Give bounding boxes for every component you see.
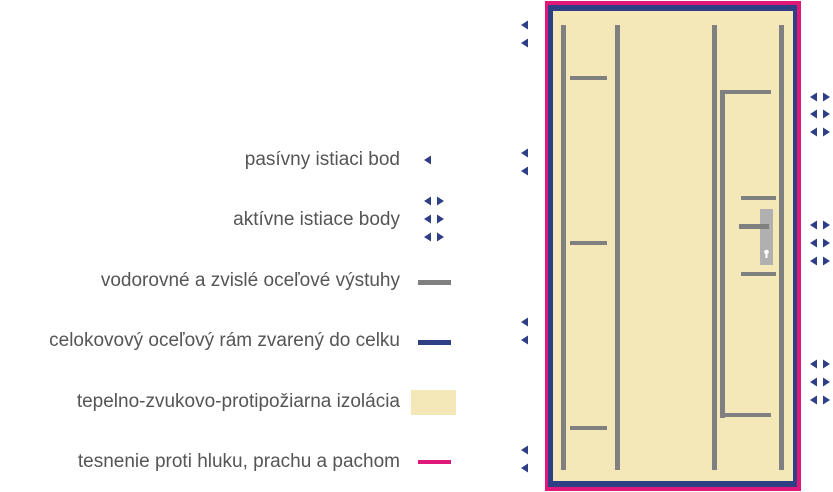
passive-points xyxy=(521,20,528,473)
legend-seal-label: tesnenie proti hluku, prachu a pachom xyxy=(77,451,400,472)
legend-reinforcement-swatch xyxy=(418,280,451,285)
legend-passive-point-label: pasívny istiaci bod xyxy=(244,149,400,170)
door-handle xyxy=(739,209,773,265)
legend-insulation-swatch xyxy=(411,390,456,415)
legend-insulation-label: tepelno-zvukovo-protipožiarna izolácia xyxy=(76,391,400,412)
legend-frame-label: celokovový oceľový rám zvarený do celku xyxy=(49,330,400,351)
door-insulation xyxy=(553,11,793,481)
active-points xyxy=(810,92,830,405)
legend-active-points-label: aktívne istiace body xyxy=(233,209,400,230)
legend-frame-swatch xyxy=(418,340,451,345)
door-reinforcements xyxy=(561,25,784,470)
legend-active-icon xyxy=(424,196,444,242)
legend-seal-swatch xyxy=(418,460,451,464)
legend-passive-icon xyxy=(424,155,431,165)
legend-reinforcements-label: vodorovné a zvislé oceľové výstuhy xyxy=(100,270,400,291)
